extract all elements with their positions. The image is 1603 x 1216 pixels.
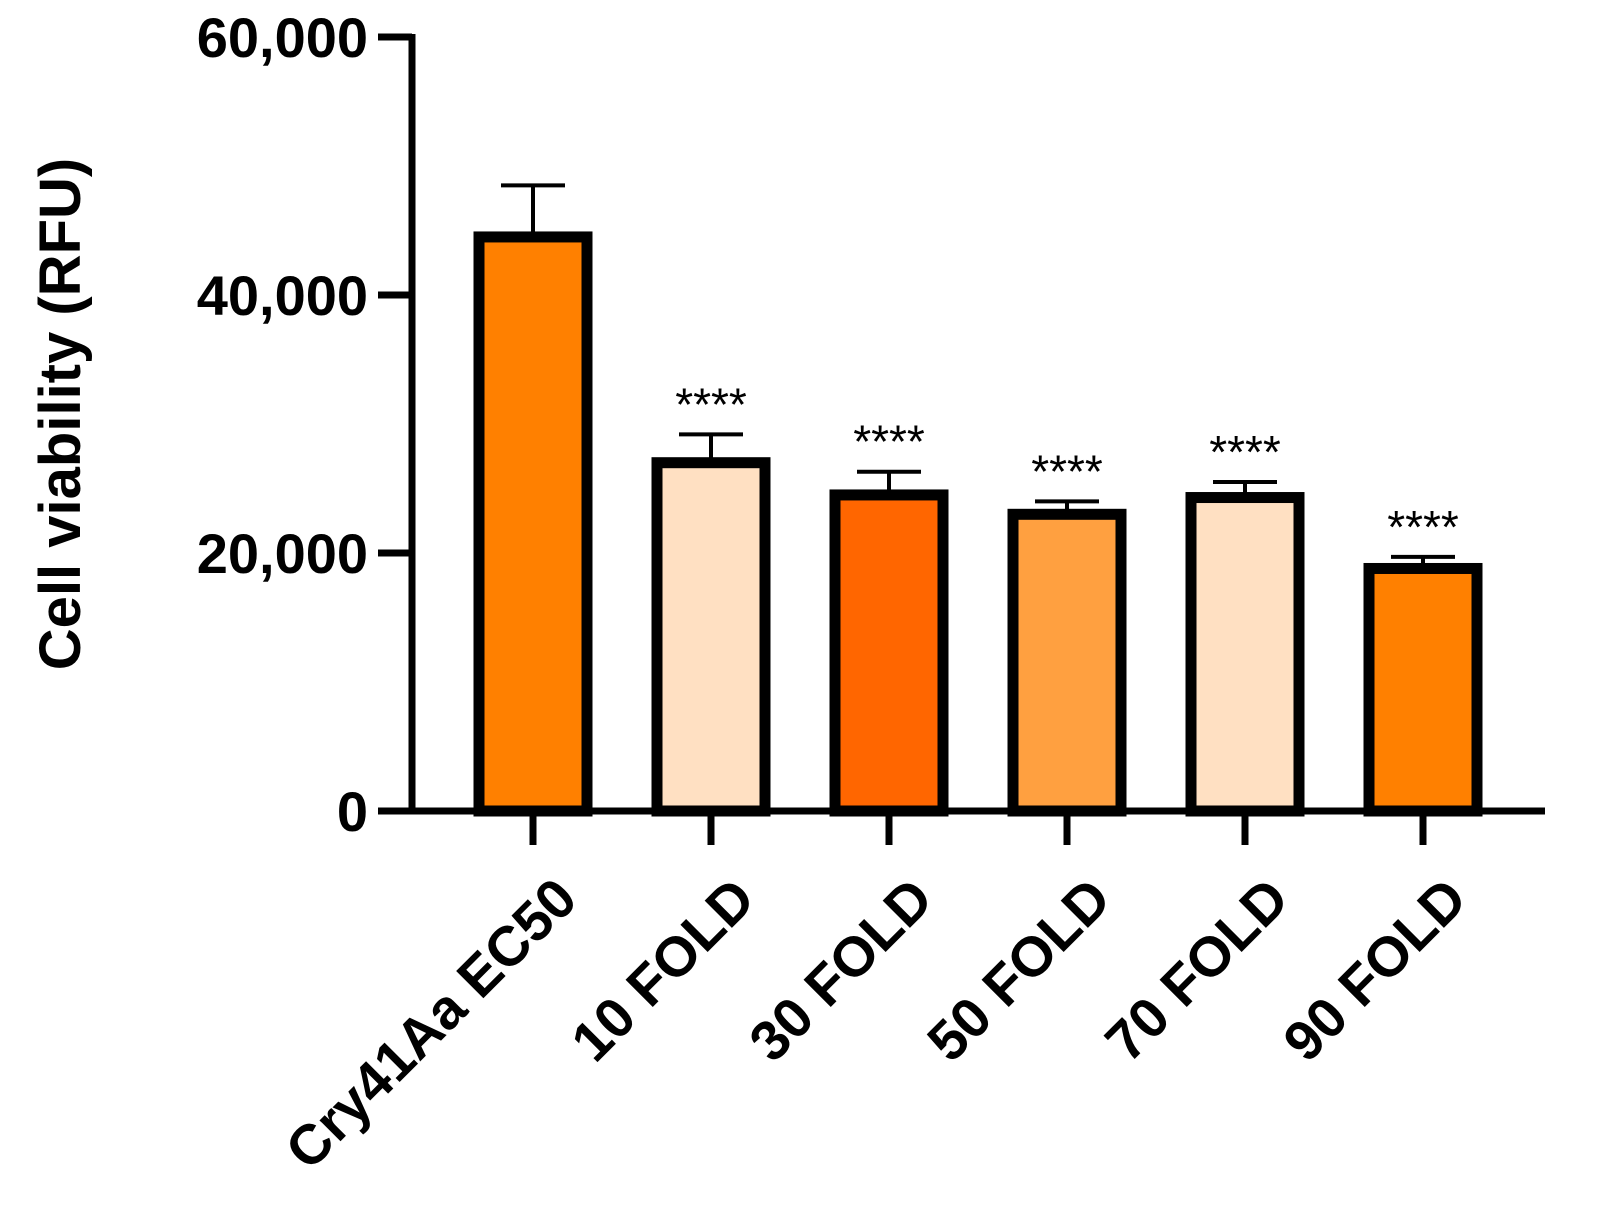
significance-label: **** (1387, 501, 1459, 553)
bar (1363, 562, 1483, 817)
bar (651, 457, 771, 817)
y-tick-label: 20,000 (197, 522, 368, 585)
significance-label: **** (1031, 445, 1103, 497)
x-tick-label: 30 FOLD (737, 866, 944, 1073)
x-tick-label: Cry41Aa EC50 (273, 866, 588, 1181)
significance-label: **** (853, 416, 925, 468)
significance-labels-group: **** **** **** **** **** (675, 378, 1459, 553)
bars-group (473, 231, 1483, 817)
axes-group (408, 34, 1545, 815)
y-tick-label: 60,000 (197, 6, 368, 69)
bar (1185, 492, 1305, 817)
x-tick-label: 10 FOLD (559, 866, 766, 1073)
x-tick-label: 90 FOLD (1271, 866, 1478, 1073)
bar (829, 489, 949, 817)
x-tick-label: 50 FOLD (915, 866, 1122, 1073)
x-tick-label: 70 FOLD (1093, 866, 1300, 1073)
y-tick-label: 40,000 (197, 264, 368, 327)
significance-label: **** (675, 378, 747, 430)
y-tick-label: 0 (337, 780, 368, 843)
y-axis-title: Cell viability (RFU) (28, 158, 93, 670)
y-ticks-group: 0 20,000 40,000 60,000 (197, 6, 412, 843)
error-bars-group (501, 183, 1455, 564)
bar (473, 231, 593, 817)
bar (1007, 508, 1127, 817)
significance-label: **** (1209, 426, 1281, 478)
